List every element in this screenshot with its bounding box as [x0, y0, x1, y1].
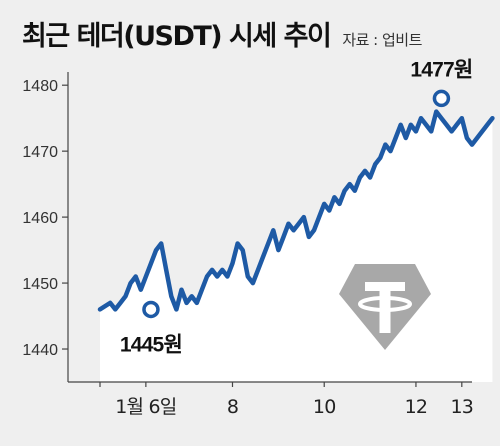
- y-tick-label: 1480: [22, 78, 58, 95]
- chart-title: 최근 테더(USDT) 시세 추이: [22, 21, 332, 52]
- x-tick-label: 10: [313, 396, 336, 418]
- y-tick-label: 1440: [22, 342, 58, 359]
- x-tick-label: 8: [227, 396, 238, 418]
- chart-header: 최근 테더(USDT) 시세 추이 자료 : 업비트: [22, 14, 490, 58]
- x-tick-label: 12: [405, 396, 428, 418]
- annotation-marker: [432, 89, 451, 108]
- y-tick-label: 1450: [22, 276, 58, 293]
- chart-source: 자료 : 업비트: [342, 31, 422, 49]
- tether-logo-icon: [339, 264, 431, 350]
- series-line: [97, 109, 495, 312]
- x-tick-label: 13: [451, 396, 474, 418]
- annotation-label: 1445원: [120, 333, 182, 356]
- annotation-label: 1477원: [410, 58, 472, 81]
- annotation-marker: [142, 300, 160, 319]
- y-tick-label: 1460: [22, 210, 58, 227]
- y-tick-label: 1470: [22, 144, 58, 161]
- x-tick-label: 1월 6일: [115, 396, 176, 418]
